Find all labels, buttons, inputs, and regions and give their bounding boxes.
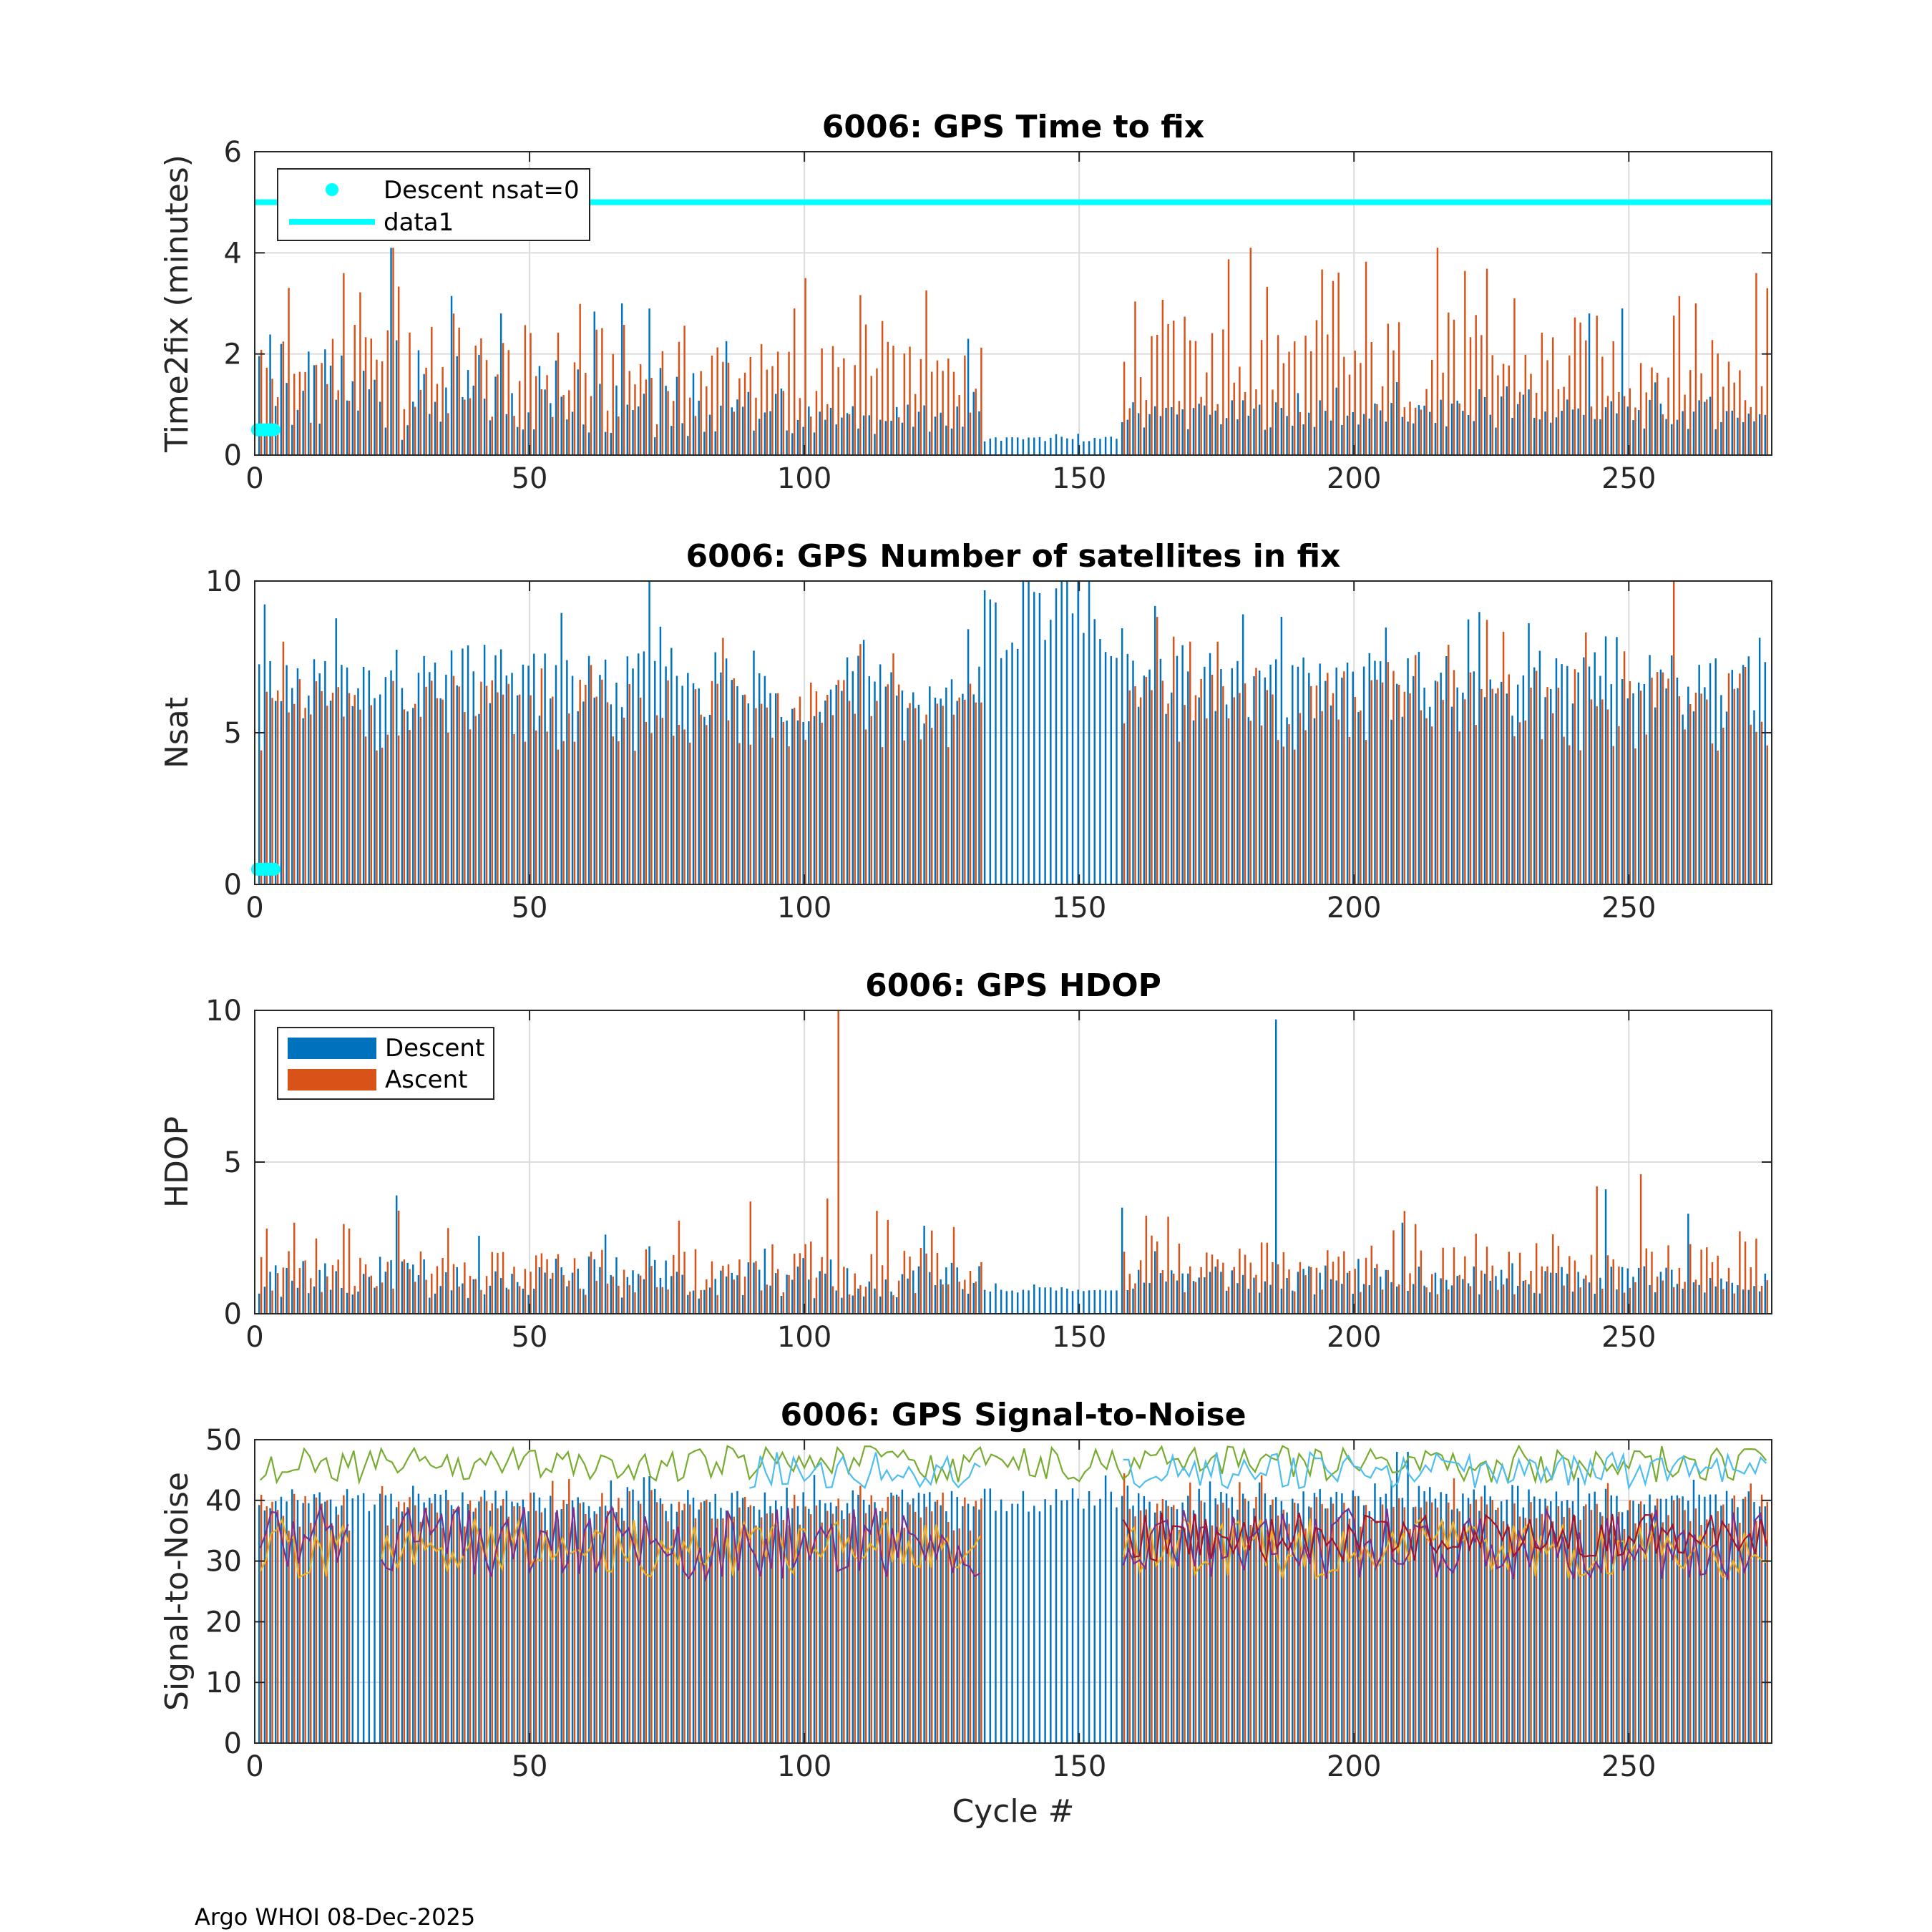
- legend-label: Ascent: [385, 1065, 467, 1094]
- y-axis-label: Time2fix (minutes): [159, 155, 195, 453]
- x-tick-label: 200: [1327, 1750, 1381, 1783]
- x-tick-label: 200: [1327, 892, 1381, 924]
- panel-3: 0 50 100 150 200 250 0 5 10 6006: GPS HDOP HDOP Des…: [159, 967, 1772, 1354]
- panel-1: 0 50 100 150 200 250 0 2 4 6 6006: GPS Time to fix…: [159, 109, 1772, 495]
- chart-title: 6006: GPS Signal-to-Noise: [780, 1397, 1246, 1433]
- axes-box: [254, 1439, 1772, 1744]
- y-tick-label: 40: [205, 1485, 242, 1518]
- x-tick-label: 100: [777, 1321, 831, 1354]
- legend-label: Descent nsat=0: [384, 176, 580, 205]
- x-tick-label: 250: [1601, 1750, 1656, 1783]
- y-tick-label: 5: [224, 1146, 242, 1179]
- legend: Descent nsat=0 data1: [277, 168, 590, 241]
- x-tick-label: 50: [512, 462, 548, 495]
- legend-box: [277, 168, 590, 241]
- x-tick-label: 0: [245, 892, 263, 924]
- descent-nsat0-marker: [267, 862, 280, 876]
- y-axis-label: Signal-to-Noise: [159, 1472, 195, 1711]
- x-tick-label: 100: [777, 1750, 831, 1783]
- x-tick-label: 0: [245, 1750, 263, 1783]
- y-tick-label: 10: [205, 1667, 242, 1699]
- chart-title: 6006: GPS HDOP: [865, 967, 1161, 1004]
- x-tick-label: 50: [512, 892, 548, 924]
- y-tick-label: 0: [224, 439, 242, 472]
- y-tick-label: 2: [224, 338, 242, 371]
- footer-text: Argo WHOI 08-Dec-2025: [195, 1903, 475, 1931]
- panel-2: 0 50 100 150 200 250 0 5 10 6006: GPS Number of s…: [159, 538, 1772, 924]
- y-tick-label: 0: [224, 1298, 242, 1331]
- y-axis-label: Nsat: [159, 697, 195, 769]
- chart-title: 6006: GPS Number of satellites in fix: [686, 538, 1341, 575]
- legend-label: data1: [384, 208, 454, 237]
- y-tick-label: 6: [224, 136, 242, 169]
- x-tick-label: 250: [1601, 892, 1656, 924]
- x-tick-label: 0: [245, 1321, 263, 1354]
- snr-lightblue-line: [748, 1450, 1767, 1491]
- x-tick-label: 150: [1052, 1321, 1106, 1354]
- bars: [258, 1010, 1769, 1314]
- y-tick-label: 10: [205, 995, 242, 1028]
- y-tick-label: 5: [224, 717, 242, 750]
- snr-darkred-line: [1122, 1512, 1767, 1564]
- legend-marker-descent-nsat0: [326, 183, 338, 196]
- x-tick-label: 150: [1052, 462, 1106, 495]
- y-tick-label: 0: [224, 869, 242, 902]
- x-tick-label: 150: [1052, 1750, 1106, 1783]
- y-tick-label: 4: [224, 237, 242, 270]
- legend-swatch-descent: [288, 1038, 376, 1059]
- x-tick-label: 100: [777, 892, 831, 924]
- plot-area: [255, 1440, 1772, 1743]
- x-tick-label: 0: [245, 462, 263, 495]
- panel-4: 0 50 100 150 200 250 0 10 20 30 40 50 6006: GPS Sign…: [159, 1397, 1772, 1830]
- legend-label: Descent: [385, 1034, 484, 1063]
- x-tick-label: 200: [1327, 1321, 1381, 1354]
- x-tick-label: 50: [512, 1750, 548, 1783]
- chart-title: 6006: GPS Time to fix: [822, 109, 1204, 145]
- bars: [258, 581, 1769, 884]
- y-tick-label: 10: [205, 565, 242, 598]
- snr-green-line: [259, 1444, 1767, 1485]
- x-tick-label: 100: [777, 462, 831, 495]
- y-tick-label: 0: [224, 1727, 242, 1760]
- y-tick-label: 20: [205, 1606, 242, 1639]
- x-tick-label: 250: [1601, 462, 1656, 495]
- y-tick-label: 50: [205, 1424, 242, 1457]
- legend-swatch-ascent: [288, 1069, 376, 1091]
- y-axis-label: HDOP: [159, 1116, 195, 1208]
- descent-nsat0-marker: [267, 423, 280, 436]
- axes-box: [254, 151, 1772, 456]
- x-tick-label: 150: [1052, 892, 1106, 924]
- x-axis-label: Cycle #: [952, 1793, 1074, 1830]
- bars: [258, 248, 1769, 455]
- x-tick-label: 250: [1601, 1321, 1656, 1354]
- y-tick-label: 30: [205, 1546, 242, 1579]
- x-tick-label: 200: [1327, 462, 1381, 495]
- x-tick-label: 50: [512, 1321, 548, 1354]
